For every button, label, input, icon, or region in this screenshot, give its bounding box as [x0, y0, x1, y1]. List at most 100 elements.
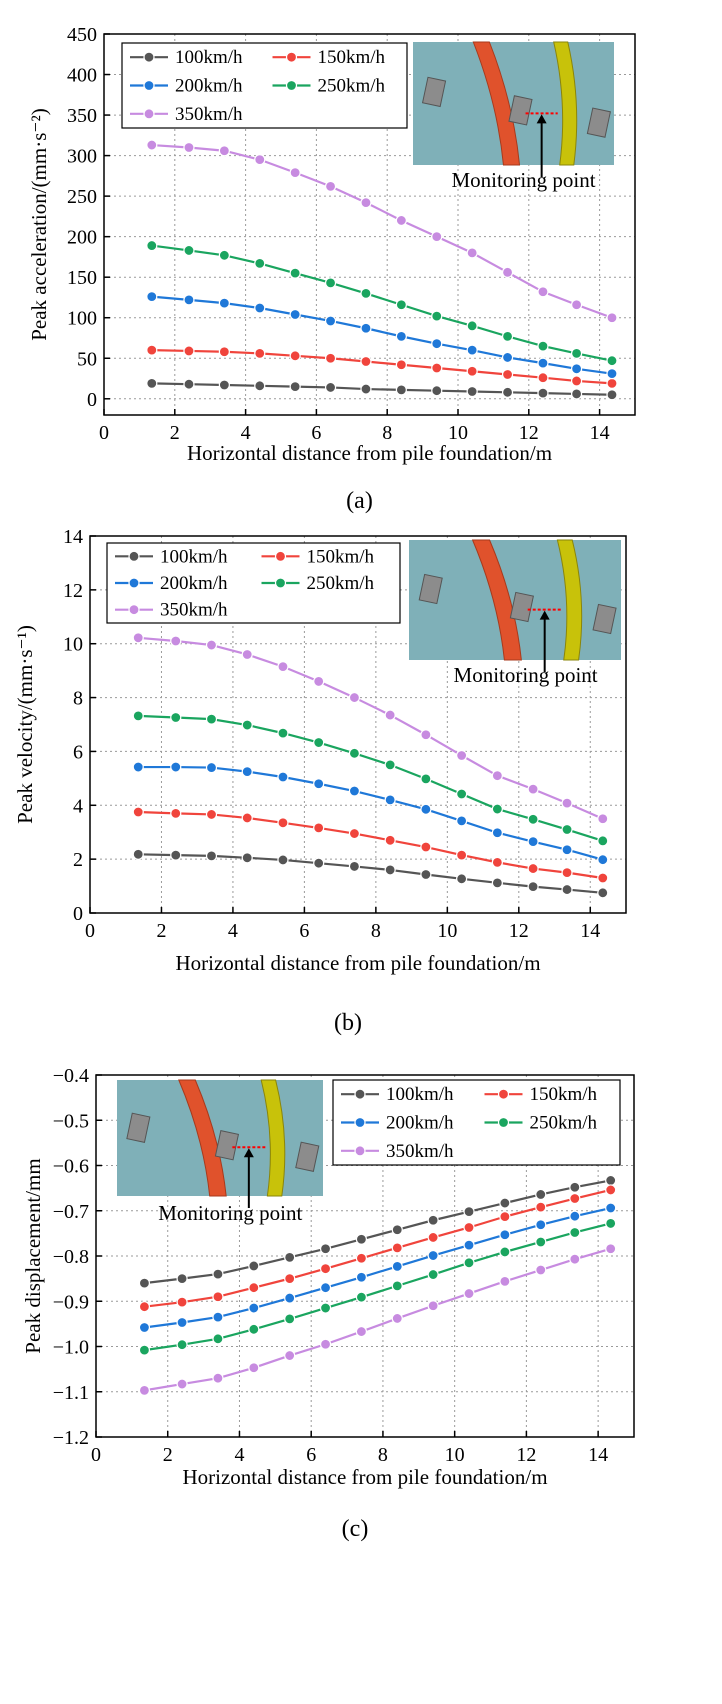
- data-point: [355, 1271, 368, 1283]
- data-point: [355, 1233, 368, 1245]
- data-point: [605, 1184, 617, 1196]
- data-point: [248, 1282, 260, 1294]
- data-point: [535, 1201, 547, 1213]
- data-point: [360, 287, 372, 300]
- y-tick-label: 200: [67, 227, 97, 249]
- arrow-up-icon: [539, 610, 550, 620]
- legend-marker: [274, 577, 287, 589]
- legend-label: 100km/h: [160, 546, 228, 567]
- data-point: [146, 377, 158, 389]
- data-point: [606, 389, 618, 401]
- data-point: [570, 375, 583, 387]
- series-250km/h: [146, 239, 618, 367]
- legend: 100km/h 150km/h 200km/h 250km/h 350km/h: [332, 1079, 621, 1166]
- data-point: [241, 648, 253, 661]
- data-point: [391, 1280, 403, 1292]
- data-point: [463, 1239, 475, 1251]
- data-point: [395, 359, 407, 371]
- legend-label: 100km/h: [386, 1084, 454, 1105]
- series-line: [151, 295, 613, 375]
- y-tick-label: 14: [63, 526, 83, 548]
- data-point: [218, 379, 230, 391]
- data-point: [241, 719, 253, 731]
- series-line: [144, 1179, 611, 1285]
- legend-marker: [285, 79, 298, 92]
- inset-yellow-pile: [556, 539, 583, 661]
- data-point: [456, 749, 468, 762]
- y-axis-title: Peak displacement/mm: [21, 1158, 45, 1353]
- data-point: [597, 854, 609, 866]
- data-point: [431, 338, 443, 350]
- inset-yellow-pile: [260, 1079, 286, 1197]
- chart-panel-a: 0 2 4 6 8 10 12 14 0 50 100 150 200 250 300 350 400 450 Ho…: [27, 24, 636, 514]
- y-axis-title: Peak acceleration/(mm·s⁻²): [27, 108, 51, 341]
- data-point: [138, 1384, 151, 1396]
- data-point: [324, 180, 337, 192]
- data-point: [205, 850, 218, 862]
- series-200km/h: [146, 291, 618, 380]
- data-point: [420, 841, 432, 853]
- series-100km/h: [138, 1174, 617, 1289]
- data-point: [597, 835, 609, 847]
- data-point: [535, 1236, 547, 1248]
- x-axis-title: Horizontal distance from pile foundation…: [175, 951, 540, 975]
- x-tick-label: 10: [437, 920, 457, 942]
- data-point: [241, 852, 253, 864]
- x-tick-label: 6: [311, 422, 321, 444]
- x-tick-label: 0: [85, 920, 95, 942]
- x-tick-label: 0: [99, 422, 109, 444]
- data-point: [427, 1231, 439, 1244]
- series-250km/h: [132, 710, 609, 847]
- legend-marker: [128, 577, 140, 589]
- data-point: [501, 351, 514, 364]
- data-point: [491, 827, 503, 839]
- data-point: [313, 675, 325, 688]
- inset-block: [214, 1130, 240, 1161]
- legend-label: 100km/h: [175, 47, 243, 68]
- y-tick-label: 150: [67, 267, 97, 289]
- inset-block: [418, 573, 443, 605]
- data-point: [324, 277, 337, 289]
- data-point: [384, 834, 396, 846]
- data-point: [570, 388, 583, 400]
- data-point: [605, 1174, 617, 1187]
- data-point: [395, 384, 407, 396]
- y-tick-label: −0.7: [53, 1201, 89, 1223]
- x-tick-label: 2: [163, 1444, 173, 1466]
- monitoring-inset: Monitoring point: [409, 539, 621, 687]
- series-250km/h: [138, 1217, 617, 1356]
- plot-frame: [103, 33, 636, 416]
- data-point: [355, 1291, 368, 1303]
- data-point: [248, 1302, 260, 1314]
- data-point: [537, 340, 549, 352]
- data-point: [420, 803, 432, 815]
- legend-entry: 100km/h: [341, 1084, 454, 1105]
- data-point: [420, 773, 432, 785]
- data-point: [205, 808, 218, 821]
- data-point: [176, 1339, 188, 1351]
- legend-entry: 250km/h: [484, 1113, 598, 1134]
- legend-label: 250km/h: [307, 573, 375, 594]
- data-point: [289, 308, 301, 321]
- plot-frame: [89, 535, 627, 914]
- legend-entry: 200km/h: [115, 573, 228, 594]
- data-point: [605, 1217, 617, 1230]
- series-150km/h: [146, 344, 618, 389]
- x-axis-title: Horizontal distance from pile foundation…: [182, 1465, 547, 1489]
- data-point: [466, 365, 478, 377]
- arrow-up-icon: [243, 1148, 254, 1158]
- series-line: [151, 382, 613, 396]
- legend-marker: [354, 1145, 366, 1157]
- inset-block: [586, 107, 611, 138]
- data-point: [254, 380, 266, 392]
- data-point: [463, 1221, 475, 1234]
- data-point: [537, 372, 549, 384]
- data-point: [132, 710, 144, 722]
- data-point: [212, 1333, 224, 1345]
- data-point: [570, 299, 583, 311]
- data-point: [384, 709, 396, 721]
- data-point: [499, 1197, 511, 1209]
- data-point: [395, 299, 407, 311]
- legend-marker: [497, 1116, 510, 1129]
